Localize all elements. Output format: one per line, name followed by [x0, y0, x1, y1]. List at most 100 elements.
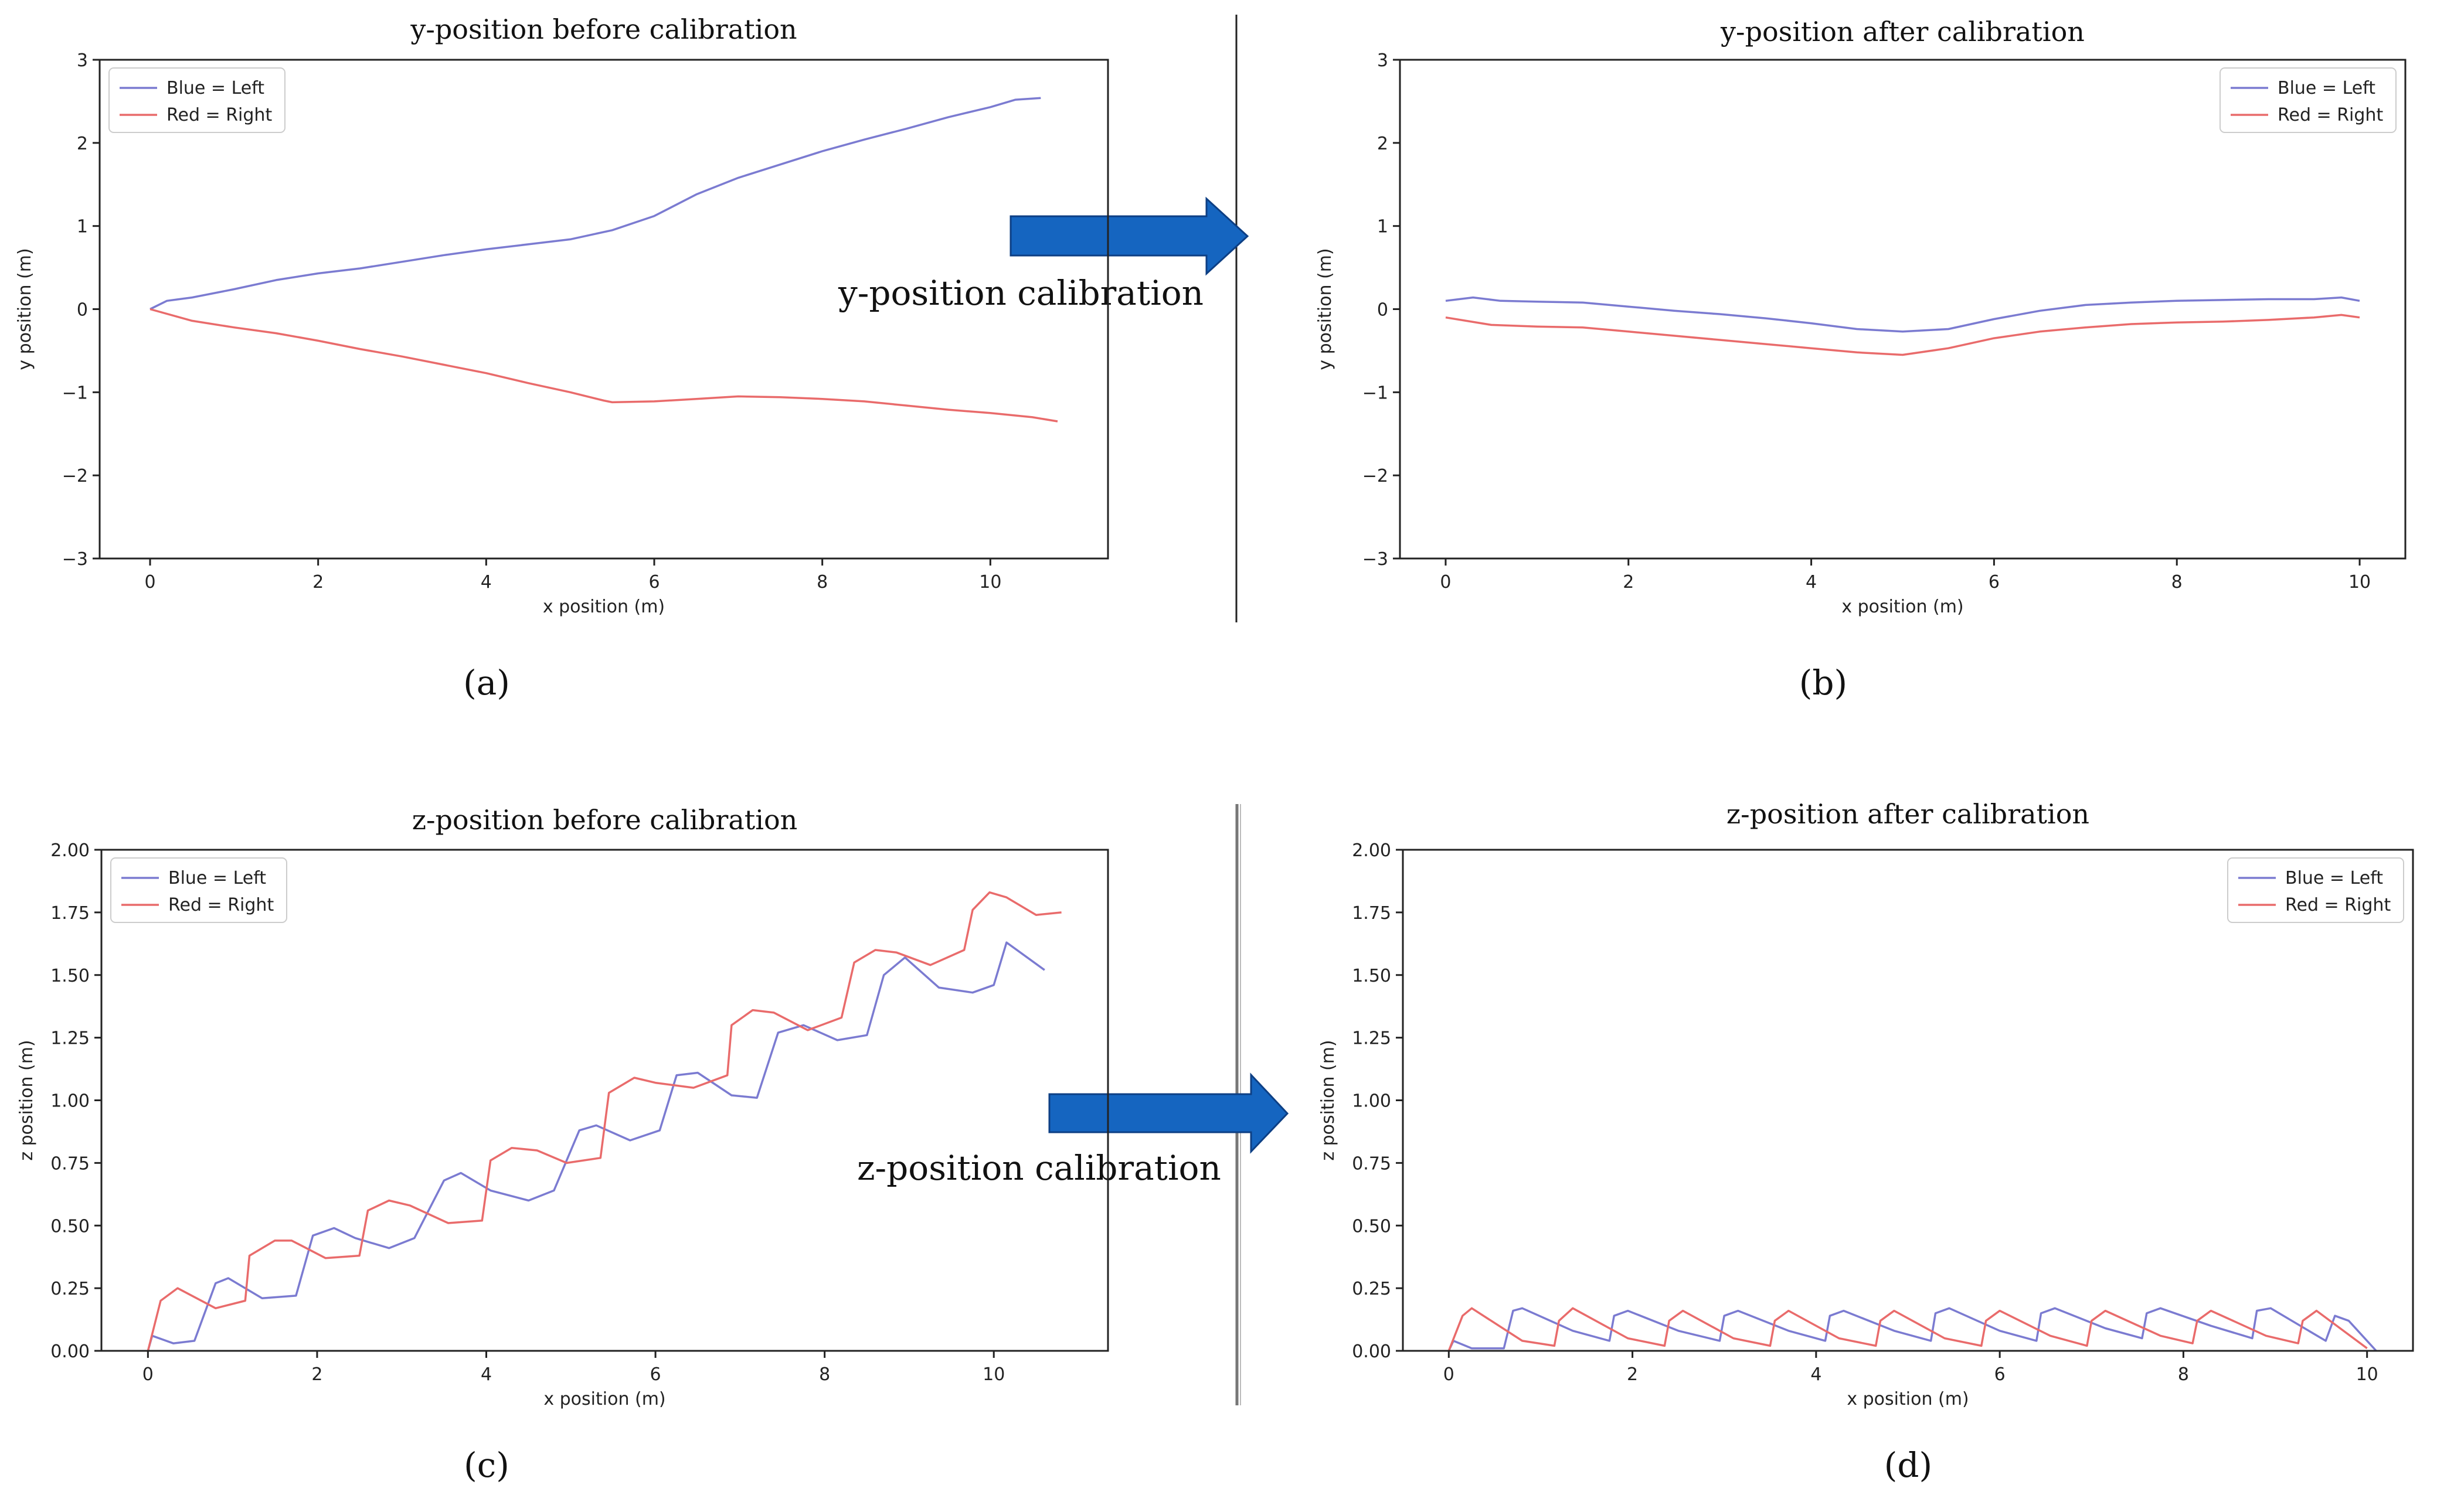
panel-label: (c)	[464, 1445, 509, 1485]
legend-entry: Red = Right	[2285, 895, 2391, 915]
z-calibration-arrow	[1048, 1072, 1289, 1154]
x-tick-label: 0	[1443, 1364, 1454, 1385]
x-tick-label: 6	[1994, 1364, 2006, 1385]
panel-label: (d)	[1884, 1445, 1932, 1485]
series-line-left	[149, 97, 1041, 311]
x-tick-label: 4	[481, 572, 492, 592]
series-line-left	[1447, 1307, 2377, 1352]
series-group	[149, 97, 1058, 423]
x-tick-label: 8	[2171, 572, 2183, 592]
y-tick-label: 0.00	[50, 1341, 90, 1362]
y-calibration-arrow	[1010, 196, 1249, 276]
y-tick-label: 0.75	[1352, 1153, 1391, 1174]
y-tick-label: 0.25	[1352, 1279, 1391, 1299]
chart-title: z-position before calibration	[412, 804, 798, 836]
x-tick-label: 6	[648, 572, 660, 592]
legend-entry: Red = Right	[2278, 105, 2383, 125]
y-tick-label: 0.75	[50, 1153, 90, 1174]
legend: Blue = Left Red = Right	[108, 67, 285, 133]
x-tick-label: 10	[2348, 572, 2371, 592]
legend-entry: Blue = Left	[2278, 78, 2375, 98]
z-calibration-label: z-position calibration	[857, 1148, 1221, 1188]
y-tick-label: 2.00	[50, 840, 90, 861]
x-tick-label: 8	[817, 572, 828, 592]
panel-label: (a)	[463, 663, 510, 703]
x-tick-label: 0	[142, 1364, 154, 1385]
x-tick-label: 2	[312, 572, 324, 592]
chart-panel-d: z-position after calibration 0 2 4 6 8 10 0.00 0…	[1318, 798, 2414, 1485]
x-axis-label: x position (m)	[543, 597, 665, 617]
y-tick-label: 2.00	[1352, 840, 1391, 861]
legend: Blue = Left Red = Right	[2227, 857, 2404, 923]
y-tick-label: 0	[1377, 300, 1388, 321]
y-tick-label: 1.25	[50, 1029, 90, 1049]
y-tick-label: −2	[62, 466, 88, 486]
x-tick-label: 10	[2356, 1364, 2378, 1385]
series-line-right	[1445, 314, 2360, 356]
y-tick-label: 1.75	[1352, 903, 1391, 924]
legend-entry: Blue = Left	[168, 868, 266, 888]
y-axis-label: y position (m)	[15, 248, 35, 370]
y-tick-label: −1	[62, 383, 88, 403]
y-tick-label: 0.25	[50, 1279, 90, 1299]
y-tick-label: −2	[1362, 466, 1388, 486]
chart-title: y-position after calibration	[1720, 16, 2085, 47]
y-axis-label: z position (m)	[16, 1040, 37, 1160]
series-group	[1445, 296, 2360, 356]
x-tick-label: 0	[144, 572, 155, 592]
series-group	[1447, 1307, 2377, 1352]
series-line-left	[1445, 296, 2360, 333]
y-tick-label: 1	[77, 217, 88, 237]
series-group	[147, 891, 1062, 1351]
y-tick-label: −3	[62, 549, 88, 570]
y-tick-label: 1.50	[1352, 966, 1391, 986]
x-tick-label: 10	[983, 1364, 1005, 1385]
series-line-left	[147, 941, 1045, 1351]
series-line-right	[1447, 1307, 2368, 1351]
y-tick-label: 2	[1377, 134, 1388, 154]
y-tick-label: 1.50	[50, 966, 90, 986]
chart-title: z-position after calibration	[1726, 798, 2089, 830]
legend-box	[2227, 857, 2404, 923]
y-tick-label: 0.50	[50, 1216, 90, 1237]
legend-entry: Red = Right	[166, 105, 272, 125]
y-tick-label: 0	[77, 300, 88, 321]
x-tick-label: 8	[819, 1364, 830, 1385]
x-tick-label: 0	[1440, 572, 1451, 592]
y-tick-label: 1.00	[1352, 1091, 1391, 1112]
y-tick-label: 1.00	[50, 1091, 90, 1112]
x-tick-label: 4	[481, 1364, 492, 1385]
legend-entry: Blue = Left	[166, 78, 264, 98]
x-tick-label: 4	[1806, 572, 1817, 592]
y-tick-label: 3	[1377, 50, 1388, 71]
x-tick-label: 2	[1627, 1364, 1638, 1385]
legend: Blue = Left Red = Right	[110, 857, 287, 923]
legend-entry: Red = Right	[168, 895, 274, 915]
y-axis-label: y position (m)	[1315, 248, 1335, 370]
panel-label: (b)	[1799, 663, 1847, 703]
x-tick-label: 6	[650, 1364, 661, 1385]
x-tick-label: 4	[1810, 1364, 1821, 1385]
y-tick-label: 0.00	[1352, 1341, 1391, 1362]
x-axis-label: x position (m)	[543, 1389, 665, 1409]
series-line-right	[147, 891, 1062, 1351]
legend-box	[108, 67, 285, 133]
y-tick-label: 1.25	[1352, 1029, 1391, 1049]
legend-box	[110, 857, 287, 923]
x-tick-label: 2	[1623, 572, 1634, 592]
y-tick-label: 0.50	[1352, 1216, 1391, 1237]
x-axis-label: x position (m)	[1847, 1389, 1969, 1409]
y-tick-label: −3	[1362, 549, 1388, 570]
legend-box	[2220, 67, 2397, 133]
y-tick-label: 2	[77, 134, 88, 154]
y-tick-label: 1	[1377, 217, 1388, 237]
y-tick-label: 3	[77, 50, 88, 71]
legend-entry: Blue = Left	[2285, 868, 2383, 888]
legend: Blue = Left Red = Right	[2220, 67, 2397, 133]
y-calibration-label: y-position calibration	[838, 273, 1204, 313]
chart-panel-c: z-position before calibration 0 2 4 6 8 10 0.00…	[16, 804, 1109, 1485]
series-line-right	[149, 308, 1058, 423]
